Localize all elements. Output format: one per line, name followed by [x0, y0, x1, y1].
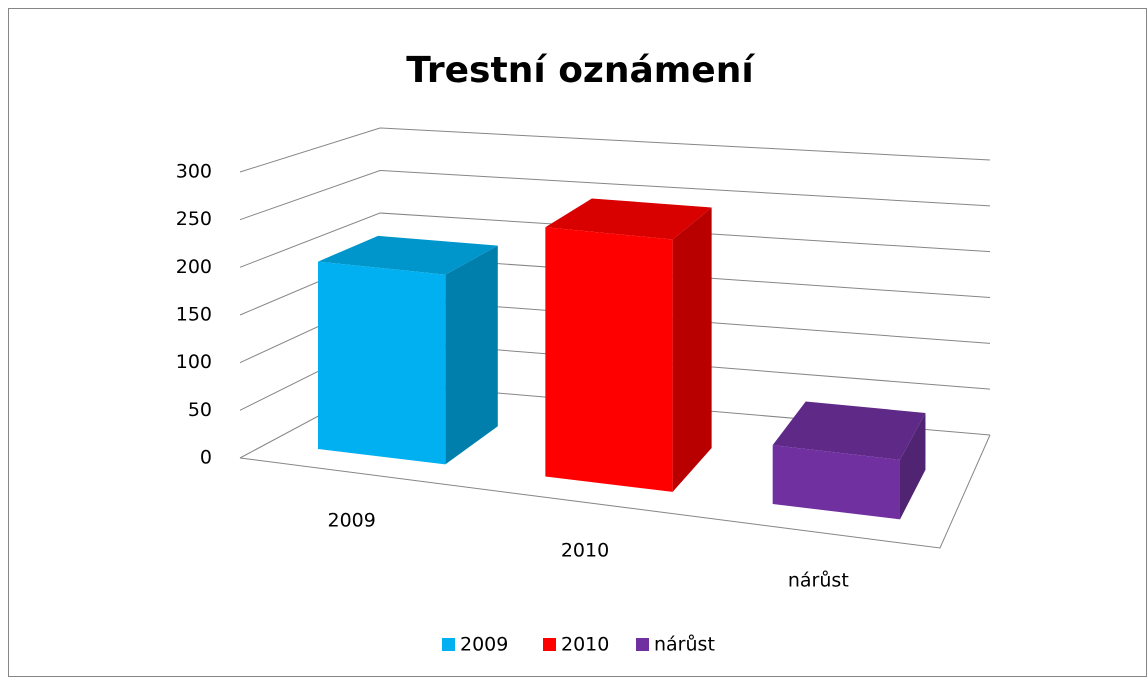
- grid-line: [239, 127, 991, 173]
- bar-front: [318, 261, 446, 465]
- legend-label: nárůst: [654, 634, 715, 656]
- bar-front: [772, 445, 900, 520]
- floor: [239, 434, 991, 549]
- bar-side: [445, 245, 498, 465]
- bar: [318, 235, 498, 465]
- bar: [545, 198, 712, 492]
- chart-title: Trestní oznámení: [406, 50, 755, 91]
- y-tick-label: 0: [200, 447, 212, 469]
- grid-line: [239, 169, 991, 221]
- legend-label: 2010: [561, 634, 609, 656]
- y-tick-label: 50: [188, 399, 212, 421]
- bar-top: [772, 401, 926, 460]
- y-tick-label: 150: [176, 304, 212, 326]
- legend-label: 2009: [460, 634, 508, 656]
- legend-swatch: [543, 638, 556, 651]
- x-tick-label: 2009: [327, 510, 375, 532]
- y-tick-label: 200: [176, 256, 212, 278]
- bar: [772, 401, 926, 520]
- bar-side: [899, 412, 926, 520]
- y-tick-label: 100: [176, 351, 212, 373]
- bar-top: [545, 198, 712, 240]
- legend-swatch: [636, 638, 649, 651]
- y-tick-label: 300: [176, 161, 212, 183]
- bar-top: [318, 235, 498, 275]
- x-tick-label: 2010: [561, 540, 609, 562]
- bar-front: [545, 227, 673, 492]
- legend-swatch: [442, 638, 455, 651]
- bar-side: [672, 207, 712, 492]
- y-tick-label: 250: [176, 208, 212, 230]
- x-tick-label: nárůst: [788, 570, 849, 592]
- grid-line: [239, 212, 991, 268]
